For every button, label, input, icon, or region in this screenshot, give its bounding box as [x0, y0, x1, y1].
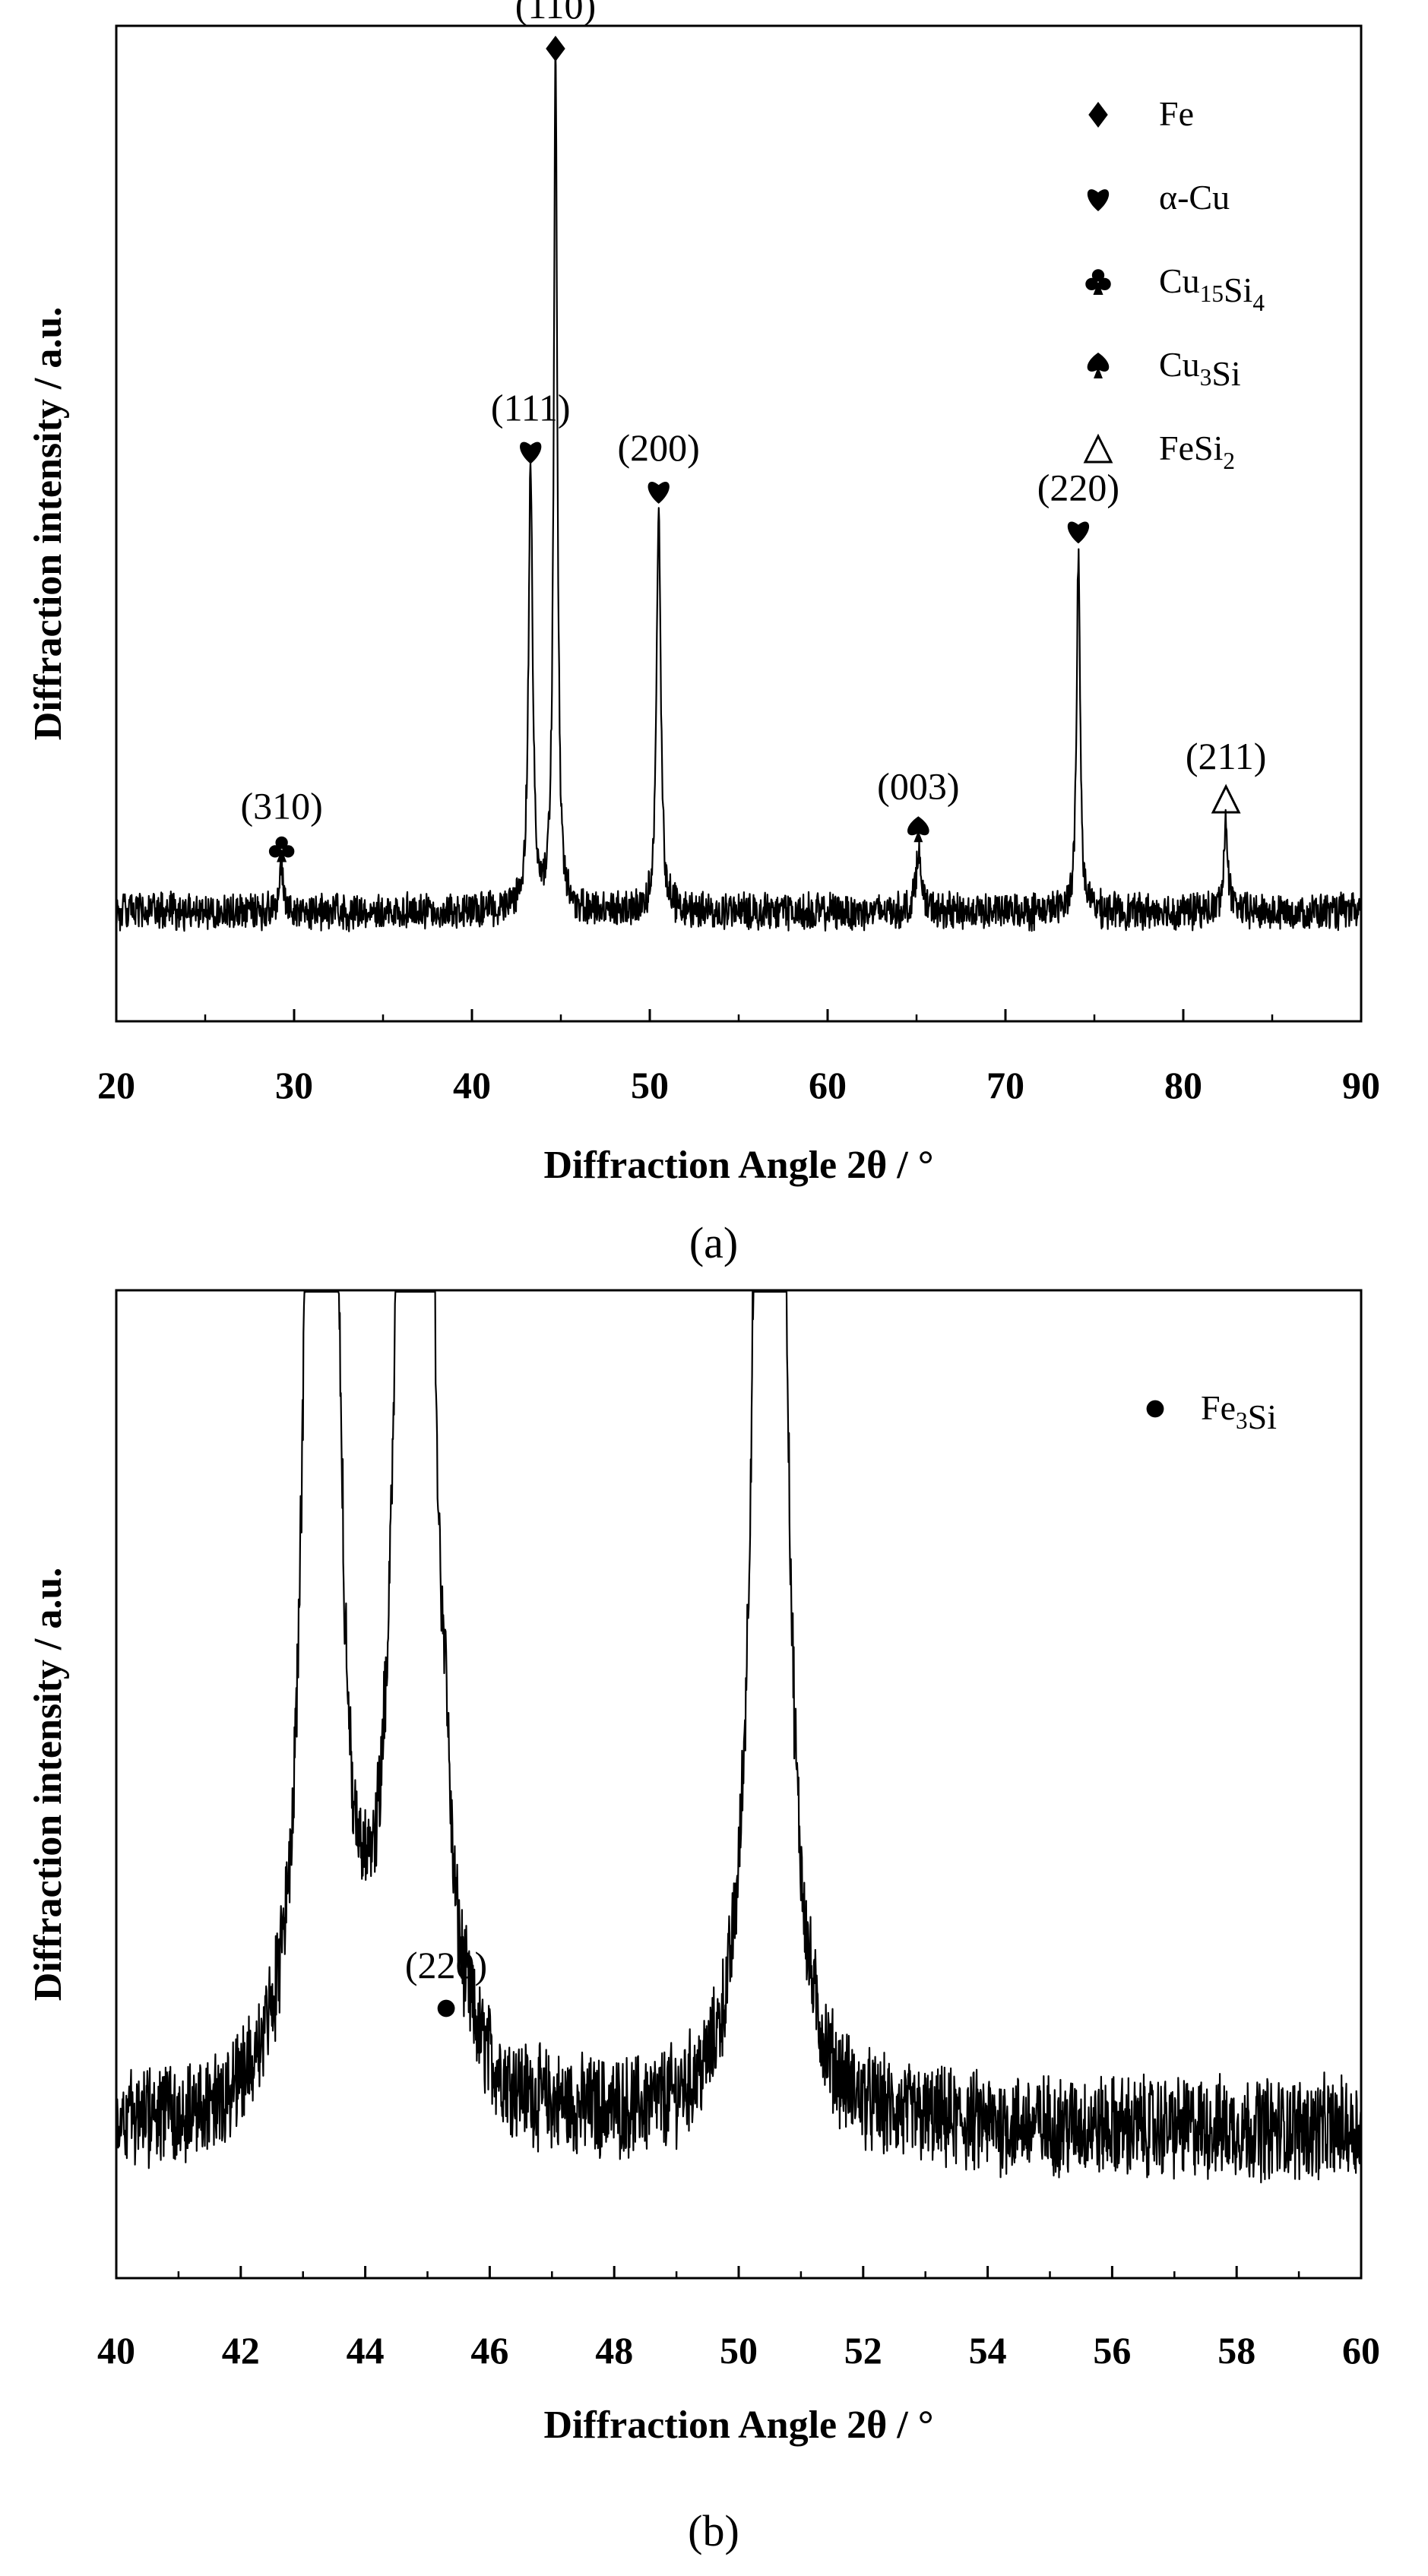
panel-a-diffraction-trace — [115, 46, 1363, 932]
legend-entry: α-Cu — [1159, 178, 1230, 217]
x-tick-label: 60 — [1342, 2329, 1380, 2372]
x-tick-label: 44 — [347, 2329, 385, 2372]
panel-a-chart: 20 30 40 50 60 70 80 90 (310) (111) (110) (200) (00… — [27, 0, 1380, 1267]
x-tick-label: 60 — [809, 1064, 847, 1106]
peak-marker-heart — [648, 482, 670, 504]
panel-a-x-ticks — [115, 1009, 1363, 1021]
panel-a-label: (a) — [689, 1218, 738, 1267]
panel-b-peak-markers — [437, 1999, 455, 2017]
x-tick-label: 52 — [844, 2329, 882, 2372]
x-tick-label: 40 — [453, 1064, 491, 1106]
legend-entry: Cu3Si — [1159, 345, 1241, 393]
legend-symbol-circle — [1146, 1400, 1164, 1418]
panel-b-label: (b) — [688, 2506, 739, 2555]
legend-entry: Cu15Si4 — [1159, 261, 1265, 316]
x-tick-label: 48 — [595, 2329, 633, 2372]
panel-b-x-axis-title: Diffraction Angle 2θ / ° — [544, 2404, 934, 2447]
x-tick-label: 30 — [275, 1064, 313, 1106]
panel-a-y-axis-title: Diffraction intensity / a.u. — [27, 307, 70, 741]
legend-symbol-triangle — [1083, 433, 1113, 464]
legend-entry: Fe — [1159, 94, 1194, 133]
peak-hkl-label: (003) — [877, 764, 959, 807]
peak-hkl-label: (111) — [491, 387, 571, 429]
panel-b-diffraction-trace — [115, 1290, 1363, 2184]
x-tick-label: 50 — [631, 1064, 669, 1106]
panel-b-chart: 40 42 44 46 48 50 52 54 56 58 60 (220) Fe3Si Diffr… — [27, 1289, 1380, 2555]
legend-symbol-diamond — [1088, 102, 1108, 128]
peak-marker-heart — [520, 441, 542, 464]
panel-a-peak-labels: (310) (111) (110) (200) (003) (220) (211) — [240, 0, 1266, 828]
peak-hkl-label: (220) — [1037, 466, 1119, 508]
peak-marker-triangle — [1211, 783, 1241, 814]
x-tick-label: 90 — [1342, 1064, 1380, 1106]
panel-a-legend: Fe α-Cu Cu15Si4 Cu3Si FeSi2 — [1083, 94, 1265, 474]
x-tick-label: 46 — [470, 2329, 508, 2372]
panel-a-peak-markers — [268, 36, 1241, 862]
peak-marker-circle — [437, 1999, 455, 2017]
peak-hkl-label: (310) — [240, 785, 322, 828]
legend-symbol-club — [1085, 269, 1111, 295]
panel-b-legend: Fe3Si — [1146, 1388, 1277, 1436]
peak-hkl-label: (110) — [515, 0, 596, 27]
legend-entry: FeSi2 — [1159, 429, 1235, 474]
x-tick-label: 40 — [97, 2329, 135, 2372]
peak-hkl-label: (211) — [1186, 735, 1266, 777]
panel-b-x-tick-labels: 40 42 44 46 48 50 52 54 56 58 60 — [97, 2329, 1380, 2372]
peak-hkl-label: (220) — [405, 1944, 487, 1986]
legend-symbol-heart — [1087, 189, 1110, 211]
panel-a-x-tick-labels: 20 30 40 50 60 70 80 90 — [97, 1064, 1380, 1106]
x-tick-label: 20 — [97, 1064, 135, 1106]
x-tick-label: 58 — [1217, 2329, 1255, 2372]
legend-entry: Fe3Si — [1201, 1388, 1277, 1436]
x-tick-label: 42 — [222, 2329, 260, 2372]
peak-marker-heart — [1067, 521, 1090, 544]
legend-symbol-spade — [1087, 353, 1110, 378]
peak-marker-spade — [907, 816, 929, 843]
x-tick-label: 56 — [1093, 2329, 1131, 2372]
peak-hkl-label: (200) — [618, 426, 700, 469]
panel-a-plot-frame — [115, 24, 1363, 1023]
panel-b-y-axis-title: Diffraction intensity / a.u. — [27, 1568, 70, 2002]
peak-marker-diamond — [546, 36, 565, 62]
panel-b-peak-labels: (220) — [405, 1944, 487, 1986]
panel-b-x-ticks — [115, 2266, 1363, 2278]
x-tick-label: 54 — [969, 2329, 1007, 2372]
x-tick-label: 80 — [1164, 1064, 1202, 1106]
x-tick-label: 70 — [986, 1064, 1024, 1106]
peak-marker-club — [268, 836, 295, 862]
x-tick-label: 50 — [720, 2329, 758, 2372]
panel-a-x-axis-title: Diffraction Angle 2θ / ° — [544, 1144, 934, 1187]
